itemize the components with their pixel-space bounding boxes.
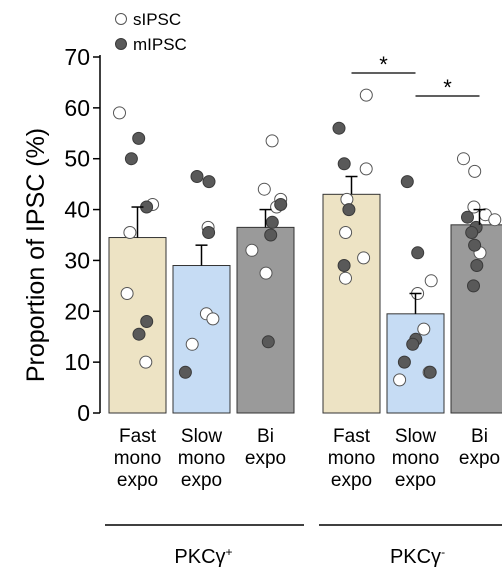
group-label: PKCγ- xyxy=(390,545,445,568)
y-axis: 0 10 20 30 40 50 60 70 xyxy=(64,44,101,426)
mIPSC-point xyxy=(337,157,351,171)
bar xyxy=(108,237,167,414)
y-tick-label: 10 xyxy=(64,349,90,375)
category-label: expo xyxy=(245,448,286,469)
category-label: Fast xyxy=(119,426,157,447)
category-label: expo xyxy=(117,470,158,491)
sIPSC-point xyxy=(123,226,137,239)
sIPSC-point xyxy=(185,337,199,351)
sIPSC-point xyxy=(393,373,407,387)
y-tick-label: 40 xyxy=(64,197,90,223)
sIPSC-point xyxy=(259,266,273,280)
sIPSC-point xyxy=(113,106,126,120)
error-bars xyxy=(131,175,486,314)
mIPSC-point xyxy=(423,365,437,379)
category-label: mono xyxy=(392,448,440,469)
mIPSC-point xyxy=(124,152,138,166)
group-label: PKCγ+ xyxy=(174,545,232,568)
data-points xyxy=(113,88,502,387)
y-axis-label: Proportion of IPSC (%) xyxy=(22,128,50,382)
bar xyxy=(322,193,381,414)
legend-label: mIPSC xyxy=(133,35,187,54)
bar xyxy=(236,226,295,414)
mIPSC-point xyxy=(274,198,288,211)
sIPSC-point xyxy=(139,355,153,369)
category-label: mono xyxy=(328,448,376,469)
sIPSC-point xyxy=(265,134,279,148)
mIPSC-point xyxy=(132,327,146,341)
sIPSC-point xyxy=(339,271,352,285)
y-tick-label: 60 xyxy=(64,95,90,121)
mIPSC-point xyxy=(468,238,482,252)
sIPSC-point xyxy=(359,162,373,176)
sIPSC-point xyxy=(339,226,353,239)
y-tick-label: 70 xyxy=(64,44,90,70)
significance-star: * xyxy=(379,52,388,77)
sIPSC-point xyxy=(359,88,373,102)
y-tick-label: 50 xyxy=(64,146,90,172)
bar xyxy=(386,313,445,414)
y-tick-label: 20 xyxy=(64,298,90,324)
category-label: mono xyxy=(114,448,162,469)
mIPSC-point xyxy=(132,131,146,145)
sIPSC-point xyxy=(206,312,220,326)
category-label: Slow xyxy=(395,426,436,447)
sIPSC-point xyxy=(357,251,371,265)
sIPSC-point xyxy=(488,213,502,227)
category-label: Bi xyxy=(471,426,488,447)
y-tick-label: 0 xyxy=(77,400,90,426)
mIPSC-point xyxy=(264,228,278,242)
mIPSC-point xyxy=(202,175,216,189)
legend-label: sIPSC xyxy=(133,10,181,29)
significance-annotations: ** xyxy=(351,52,480,100)
category-label: expo xyxy=(395,470,436,491)
bars xyxy=(108,193,502,414)
mIPSC-point xyxy=(465,226,479,239)
sIPSC-point xyxy=(424,274,438,288)
category-labels: FastmonoexpoSlowmonoexpoBiexpoFastmonoex… xyxy=(114,426,500,491)
sIPSC-point xyxy=(120,287,134,300)
open-circle-icon xyxy=(115,13,127,25)
category-label: expo xyxy=(331,470,372,491)
mIPSC-point xyxy=(261,335,275,349)
mIPSC-point xyxy=(332,121,346,135)
mIPSC-point xyxy=(400,175,414,189)
mIPSC-point xyxy=(202,226,216,239)
category-label: Fast xyxy=(333,426,371,447)
mIPSC-point xyxy=(140,315,154,328)
y-tick-label: 30 xyxy=(64,247,90,273)
mIPSC-point xyxy=(461,210,474,224)
mIPSC-point xyxy=(265,215,279,229)
mIPSC-point xyxy=(411,246,425,260)
sIPSC-point xyxy=(257,182,271,196)
sIPSC-point xyxy=(417,322,431,336)
category-label: expo xyxy=(459,448,500,469)
filled-circle-icon xyxy=(115,38,127,50)
mIPSC-point xyxy=(470,259,484,272)
mIPSC-point xyxy=(178,365,192,379)
sIPSC-point xyxy=(245,243,259,257)
group-labels: PKCγ+ PKCγ- xyxy=(105,524,502,568)
category-label: Bi xyxy=(257,426,274,447)
bar xyxy=(172,265,231,414)
legend: sIPSC mIPSC xyxy=(115,10,187,54)
mIPSC-point xyxy=(342,203,356,217)
sIPSC-point xyxy=(468,164,482,178)
category-label: expo xyxy=(181,470,222,491)
category-label: Slow xyxy=(181,426,222,447)
mIPSC-point xyxy=(467,279,480,293)
mIPSC-point xyxy=(190,170,204,183)
mIPSC-point xyxy=(337,259,351,272)
sIPSC-point xyxy=(457,152,470,166)
significance-star: * xyxy=(443,75,452,100)
mIPSC-point xyxy=(406,337,420,351)
mIPSC-point xyxy=(397,355,411,369)
category-label: mono xyxy=(178,448,226,469)
